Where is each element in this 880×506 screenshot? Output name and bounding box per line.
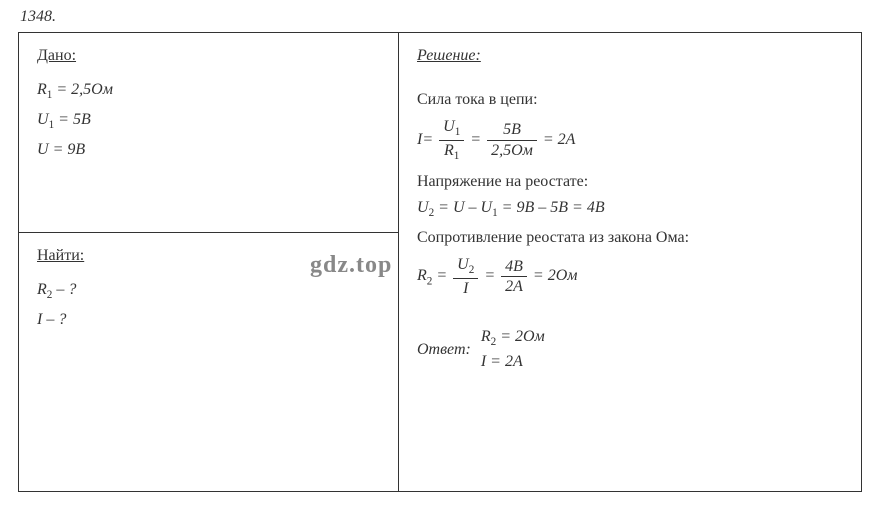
lhs-sub: 2 (427, 276, 433, 288)
left-column: Дано: R1 = 2,5Ом U1 = 5В U = 9В Найти: R… (19, 33, 399, 491)
num: 4В (501, 257, 527, 277)
den: 2,5Ом (487, 141, 537, 160)
answer-line: R2 = 2Ом (481, 326, 545, 351)
val: = 2А (490, 353, 523, 370)
num-sub: 1 (455, 126, 461, 138)
given-line: U1 = 5В (37, 111, 380, 131)
var: U (37, 111, 49, 128)
minus: – (469, 199, 477, 216)
step-label: Сила тока в цепи: (417, 91, 843, 109)
eq: = 9 (53, 141, 76, 158)
answer-line: I = 2А (481, 351, 545, 373)
given-line: U = 9В (37, 141, 380, 159)
den: 2А (501, 277, 527, 296)
lhs-var: R (417, 268, 427, 285)
answer-label: Ответ: (417, 341, 471, 359)
den-var: R (444, 142, 454, 159)
result: 4В (587, 199, 605, 216)
answer-block: Ответ: R2 = 2Ом I = 2А (417, 326, 843, 373)
tail: – ? (46, 311, 66, 328)
val-b: 5В (550, 199, 568, 216)
solution-section: Решение: Сила тока в цепи: I= U1 R1 = 5В… (399, 33, 861, 491)
sub: 2 (491, 336, 497, 348)
equation: I= U1 R1 = 5В 2,5Ом = 2А (417, 117, 843, 163)
equation: U2 = U – U1 = 9В – 5В = 4В (417, 199, 843, 219)
answer-values: R2 = 2Ом I = 2А (481, 326, 545, 373)
find-line: R2 – ? (37, 281, 380, 301)
step-label: Напряжение на реостате: (417, 173, 843, 191)
sub: 1 (49, 119, 55, 131)
a-var: U (453, 199, 465, 216)
find-section: Найти: R2 – ? I – ? (19, 233, 398, 491)
var: R (37, 81, 47, 98)
lhs-sub: 2 (429, 207, 435, 219)
solution-table: Дано: R1 = 2,5Ом U1 = 5В U = 9В Найти: R… (18, 32, 862, 492)
result: 2А (558, 131, 576, 148)
var: I (481, 353, 486, 370)
num-sub: 2 (469, 265, 475, 277)
find-title: Найти: (37, 247, 380, 265)
b-var: U (481, 199, 493, 216)
var: U (37, 141, 49, 158)
fraction: 5В 2,5Ом (487, 120, 537, 159)
num: 5В (487, 120, 537, 140)
num-var: U (443, 118, 455, 135)
val-a: 9В (516, 199, 534, 216)
result: 2Ом (548, 268, 578, 285)
var: R (481, 328, 491, 345)
solution-title: Решение: (417, 47, 843, 65)
sub: 1 (47, 89, 53, 101)
given-line: R1 = 2,5Ом (37, 81, 380, 101)
lhs: I (417, 131, 422, 148)
problem-number: 1348. (0, 0, 880, 32)
eq: = 2,5 (56, 81, 91, 98)
find-line: I – ? (37, 311, 380, 329)
den-var: I (453, 279, 478, 298)
given-section: Дано: R1 = 2,5Ом U1 = 5В U = 9В (19, 33, 398, 233)
unit: В (75, 141, 85, 158)
unit: В (81, 111, 91, 128)
unit: Ом (91, 81, 113, 98)
fraction: U2 I (453, 255, 478, 298)
fraction: 4В 2А (501, 257, 527, 296)
equation: R2 = U2 I = 4В 2А = 2Ом (417, 255, 843, 298)
sub: 2 (47, 289, 53, 301)
lhs-var: U (417, 199, 429, 216)
b-sub: 1 (492, 207, 498, 219)
fraction: U1 R1 (439, 117, 464, 163)
var: R (37, 281, 47, 298)
step-label: Сопротивление реостата из закона Ома: (417, 229, 843, 247)
val: = 2Ом (500, 328, 545, 345)
var: I (37, 311, 42, 328)
eq: = 5 (58, 111, 81, 128)
given-title: Дано: (37, 47, 380, 65)
num-var: U (457, 256, 469, 273)
tail: – ? (56, 281, 76, 298)
den-sub: 1 (454, 150, 460, 162)
minus2: – (538, 199, 546, 216)
